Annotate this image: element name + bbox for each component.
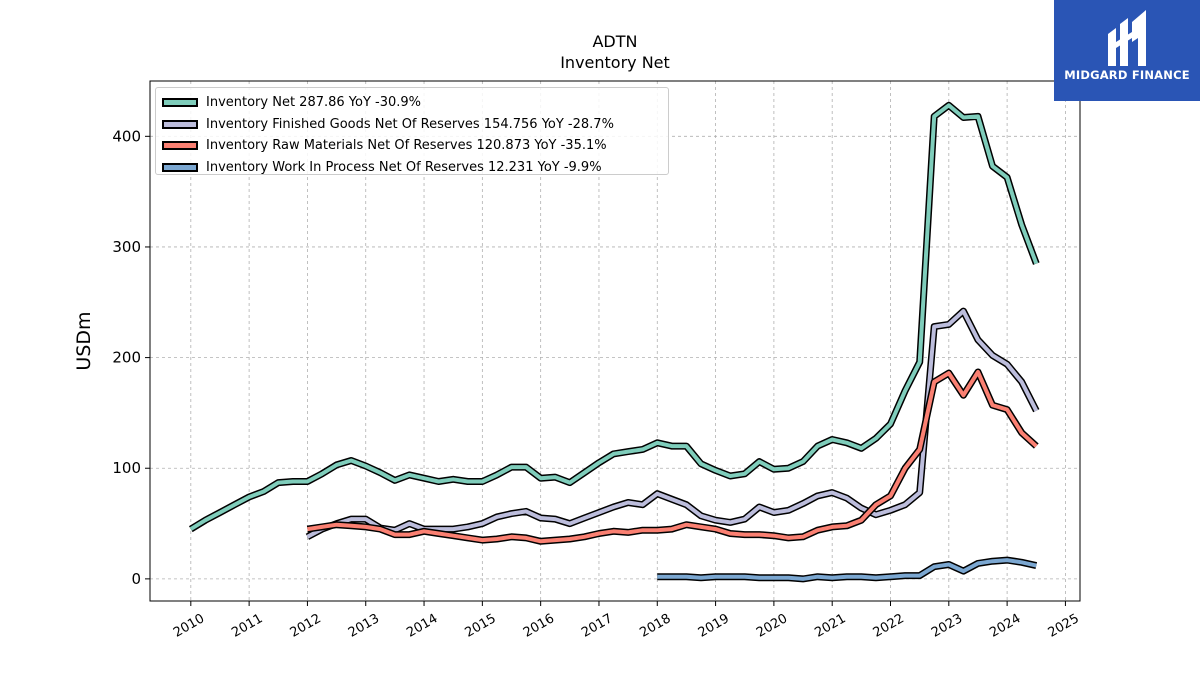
legend-label: Inventory Raw Materials Net Of Reserves …	[206, 138, 607, 154]
legend-swatch-inventory-net	[162, 98, 198, 108]
y-axis-label: USDm	[73, 311, 95, 370]
x-tick-label: 2020	[754, 611, 790, 641]
series-2	[306, 368, 1039, 545]
legend-item: Inventory Net 287.86 YoY -30.9%	[160, 92, 668, 114]
x-tick-label: 2024	[987, 611, 1023, 641]
x-tick-label: 2016	[521, 611, 557, 641]
y-tick-label: 100	[112, 459, 141, 477]
x-tick-label: 2021	[812, 611, 848, 641]
x-tick-label: 2023	[929, 611, 965, 641]
x-tick-label: 2015	[463, 611, 499, 641]
legend-item: Inventory Work In Process Net Of Reserve…	[160, 157, 668, 179]
legend-swatch-raw-materials	[162, 141, 198, 151]
brand-name: MIDGARD FINANCE	[1064, 68, 1190, 82]
x-tick-label: 2019	[696, 611, 732, 641]
series-line	[307, 370, 1038, 544]
legend-label: Inventory Work In Process Net Of Reserve…	[206, 159, 602, 175]
chart-subtitle: Inventory Net	[560, 53, 670, 72]
y-tick-label: 200	[112, 349, 141, 367]
legend: Inventory Net 287.86 YoY -30.9% Inventor…	[155, 87, 669, 175]
y-tick-label: 0	[131, 570, 141, 588]
x-tick-label: 2011	[229, 611, 265, 641]
y-tick-label: 400	[112, 127, 141, 145]
plot-frame	[149, 80, 1081, 602]
legend-item: Inventory Finished Goods Net Of Reserves…	[160, 114, 668, 136]
x-tick-label: 2022	[871, 611, 907, 641]
legend-item: Inventory Raw Materials Net Of Reserves …	[160, 135, 668, 157]
chart-title: ADTN	[592, 32, 638, 51]
x-tick-label: 2018	[637, 611, 673, 641]
x-tick-label: 2025	[1046, 611, 1082, 641]
series-0	[188, 101, 1040, 533]
y-tick-label: 300	[112, 238, 141, 256]
legend-swatch-work-in-process	[162, 162, 198, 172]
series-line	[657, 558, 1037, 581]
legend-label: Inventory Net 287.86 YoY -30.9%	[206, 95, 422, 111]
x-tick-label: 2010	[171, 611, 207, 641]
series-line	[189, 103, 1039, 531]
x-tick-label: 2013	[346, 611, 382, 641]
brand-logo: MIDGARD FINANCE	[1054, 0, 1200, 101]
x-tick-label: 2017	[579, 611, 615, 641]
midgard-logo-icon	[1108, 10, 1146, 66]
series-lines	[188, 101, 1040, 583]
x-tick-label: 2014	[404, 611, 440, 641]
series-3	[657, 556, 1038, 583]
legend-label: Inventory Finished Goods Net Of Reserves…	[206, 116, 614, 132]
legend-swatch-finished-goods	[162, 119, 198, 129]
x-tick-label: 2012	[288, 611, 324, 641]
